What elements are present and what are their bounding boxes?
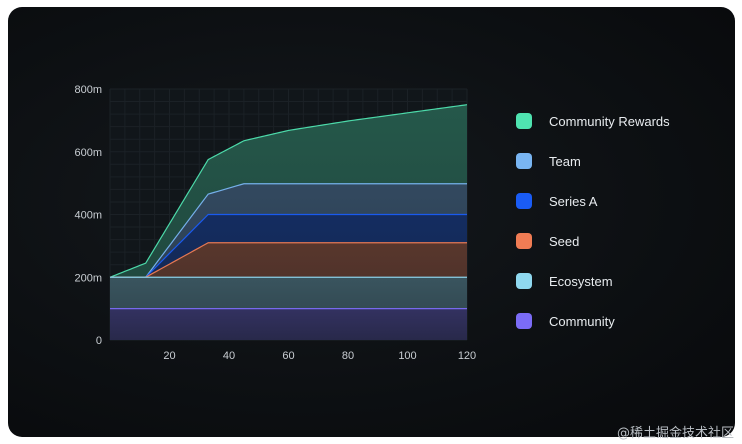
series-line-seed [110,242,467,278]
y-tick-label: 400m [74,210,102,222]
legend-swatch [516,193,532,209]
legend-label: Community Rewards [549,113,670,129]
y-tick-label: 200m [74,272,102,284]
y-tick-label: 0 [96,335,102,347]
stacked-area-chart: 800m 600m 400m 200m 0 20 40 60 80 100 120 [74,84,476,362]
legend-swatch [516,233,532,249]
legend-item-team[interactable]: Team [516,151,670,171]
watermark-text: @稀土掘金技术社区 [616,426,734,441]
legend-item-community-rewards[interactable]: Community Rewards [516,111,670,131]
chart-legend: Community Rewards Team Series A Seed Ecosyst… [516,111,670,351]
x-tick-label: 20 [163,350,175,362]
x-tick-label: 40 [223,350,235,362]
x-tick-label: 60 [282,350,294,362]
x-tick-label: 120 [458,350,476,362]
legend-swatch [516,113,532,129]
series-line-series-a [110,213,467,278]
legend-item-community[interactable]: Community [516,311,670,331]
series-line-community-rewards [109,104,468,278]
legend-label: Seed [549,233,580,249]
y-tick-label: 600m [74,147,102,159]
series-line-team [110,183,467,278]
legend-item-series-a[interactable]: Series A [516,191,670,211]
legend-item-ecosystem[interactable]: Ecosystem [516,271,670,291]
legend-item-seed[interactable]: Seed [516,231,670,251]
legend-swatch [516,313,532,329]
legend-label: Ecosystem [549,273,613,289]
legend-swatch [516,273,532,289]
x-tick-label: 100 [398,350,416,362]
legend-label: Series A [549,193,598,209]
chart-card: 800m 600m 400m 200m 0 20 40 60 80 100 120 Communit… [8,7,735,437]
series-area-community [110,308,467,340]
legend-label: Community [549,313,615,329]
legend-label: Team [549,153,581,169]
y-tick-label: 800m [74,84,102,96]
legend-swatch [516,153,532,169]
x-tick-label: 80 [342,350,354,362]
